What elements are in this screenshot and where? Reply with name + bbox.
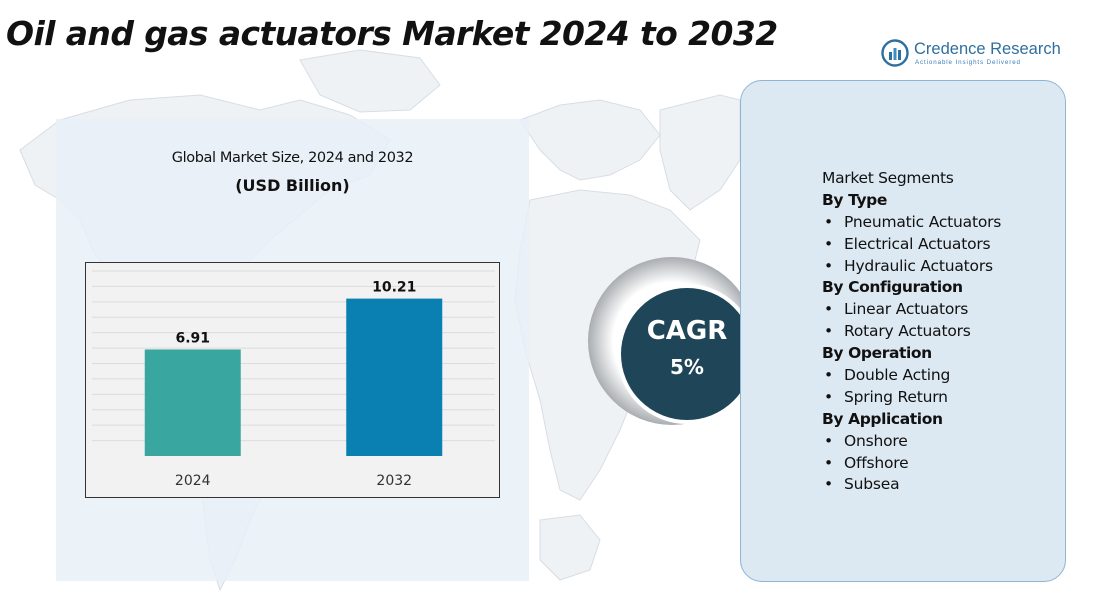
segment-group-title: By Configuration xyxy=(822,278,963,297)
credence-logo-icon xyxy=(881,39,909,67)
x-tick-label-2032: 2032 xyxy=(376,473,412,489)
segment-group-title: By Application xyxy=(822,409,943,428)
brand-tagline: Actionable Insights Delivered xyxy=(915,59,1021,66)
segment-group-title: By Type xyxy=(822,190,887,209)
segment-item: • Spring Return xyxy=(824,387,948,406)
bar-2032 xyxy=(346,298,443,456)
data-label-2032: 10.21 xyxy=(372,280,416,296)
bar-chart: 6.91 2024 10.21 2032 xyxy=(92,270,495,489)
segment-item-label: Hydraulic Actuators xyxy=(844,256,993,275)
segments-panel xyxy=(740,80,1066,582)
segment-item: • Onshore xyxy=(824,431,908,450)
segment-item: • Hydraulic Actuators xyxy=(824,256,993,275)
chart-frame: 6.91 2024 10.21 2032 xyxy=(85,262,500,498)
segment-item: • Subsea xyxy=(824,475,900,494)
segment-item-label: Linear Actuators xyxy=(844,300,969,319)
segment-item-label: Subsea xyxy=(844,475,900,494)
segment-item: • Linear Actuators xyxy=(824,300,969,319)
segment-item: • Double Acting xyxy=(824,366,951,385)
bar-2024 xyxy=(144,349,241,456)
segment-item-label: Onshore xyxy=(844,431,908,450)
cagr-label: CAGR xyxy=(646,316,728,346)
data-label-2024: 6.91 xyxy=(175,330,210,346)
brand-name: Credence Research xyxy=(914,40,1061,58)
segment-item: • Offshore xyxy=(824,453,909,472)
cagr-value: 5% xyxy=(670,355,704,379)
segment-item-label: Offshore xyxy=(844,453,909,472)
segment-item-label: Spring Return xyxy=(844,387,948,406)
segment-item: • Pneumatic Actuators xyxy=(824,212,1002,231)
brand-logo: Credence Research Actionable Insights De… xyxy=(881,39,1071,71)
segment-item-label: Rotary Actuators xyxy=(844,322,971,341)
segment-item: • Electrical Actuators xyxy=(824,234,991,253)
segment-item-label: Electrical Actuators xyxy=(844,234,991,253)
segment-item-label: Pneumatic Actuators xyxy=(844,212,1002,231)
chart-unit-label: (USD Billion) xyxy=(235,176,350,195)
segment-item-label: Double Acting xyxy=(844,366,951,385)
segment-group-title: By Operation xyxy=(822,344,932,363)
segments-list: Market Segments By Type • Pneumatic Actua… xyxy=(822,168,1062,496)
page-title: Oil and gas actuators Market 2024 to 203… xyxy=(6,14,778,53)
chart-heading: Global Market Size, 2024 and 2032 xyxy=(171,150,414,166)
x-tick-label-2024: 2024 xyxy=(175,473,211,489)
segment-item: • Rotary Actuators xyxy=(824,322,971,341)
segments-title: Market Segments xyxy=(822,169,954,187)
cagr-badge xyxy=(617,284,757,424)
